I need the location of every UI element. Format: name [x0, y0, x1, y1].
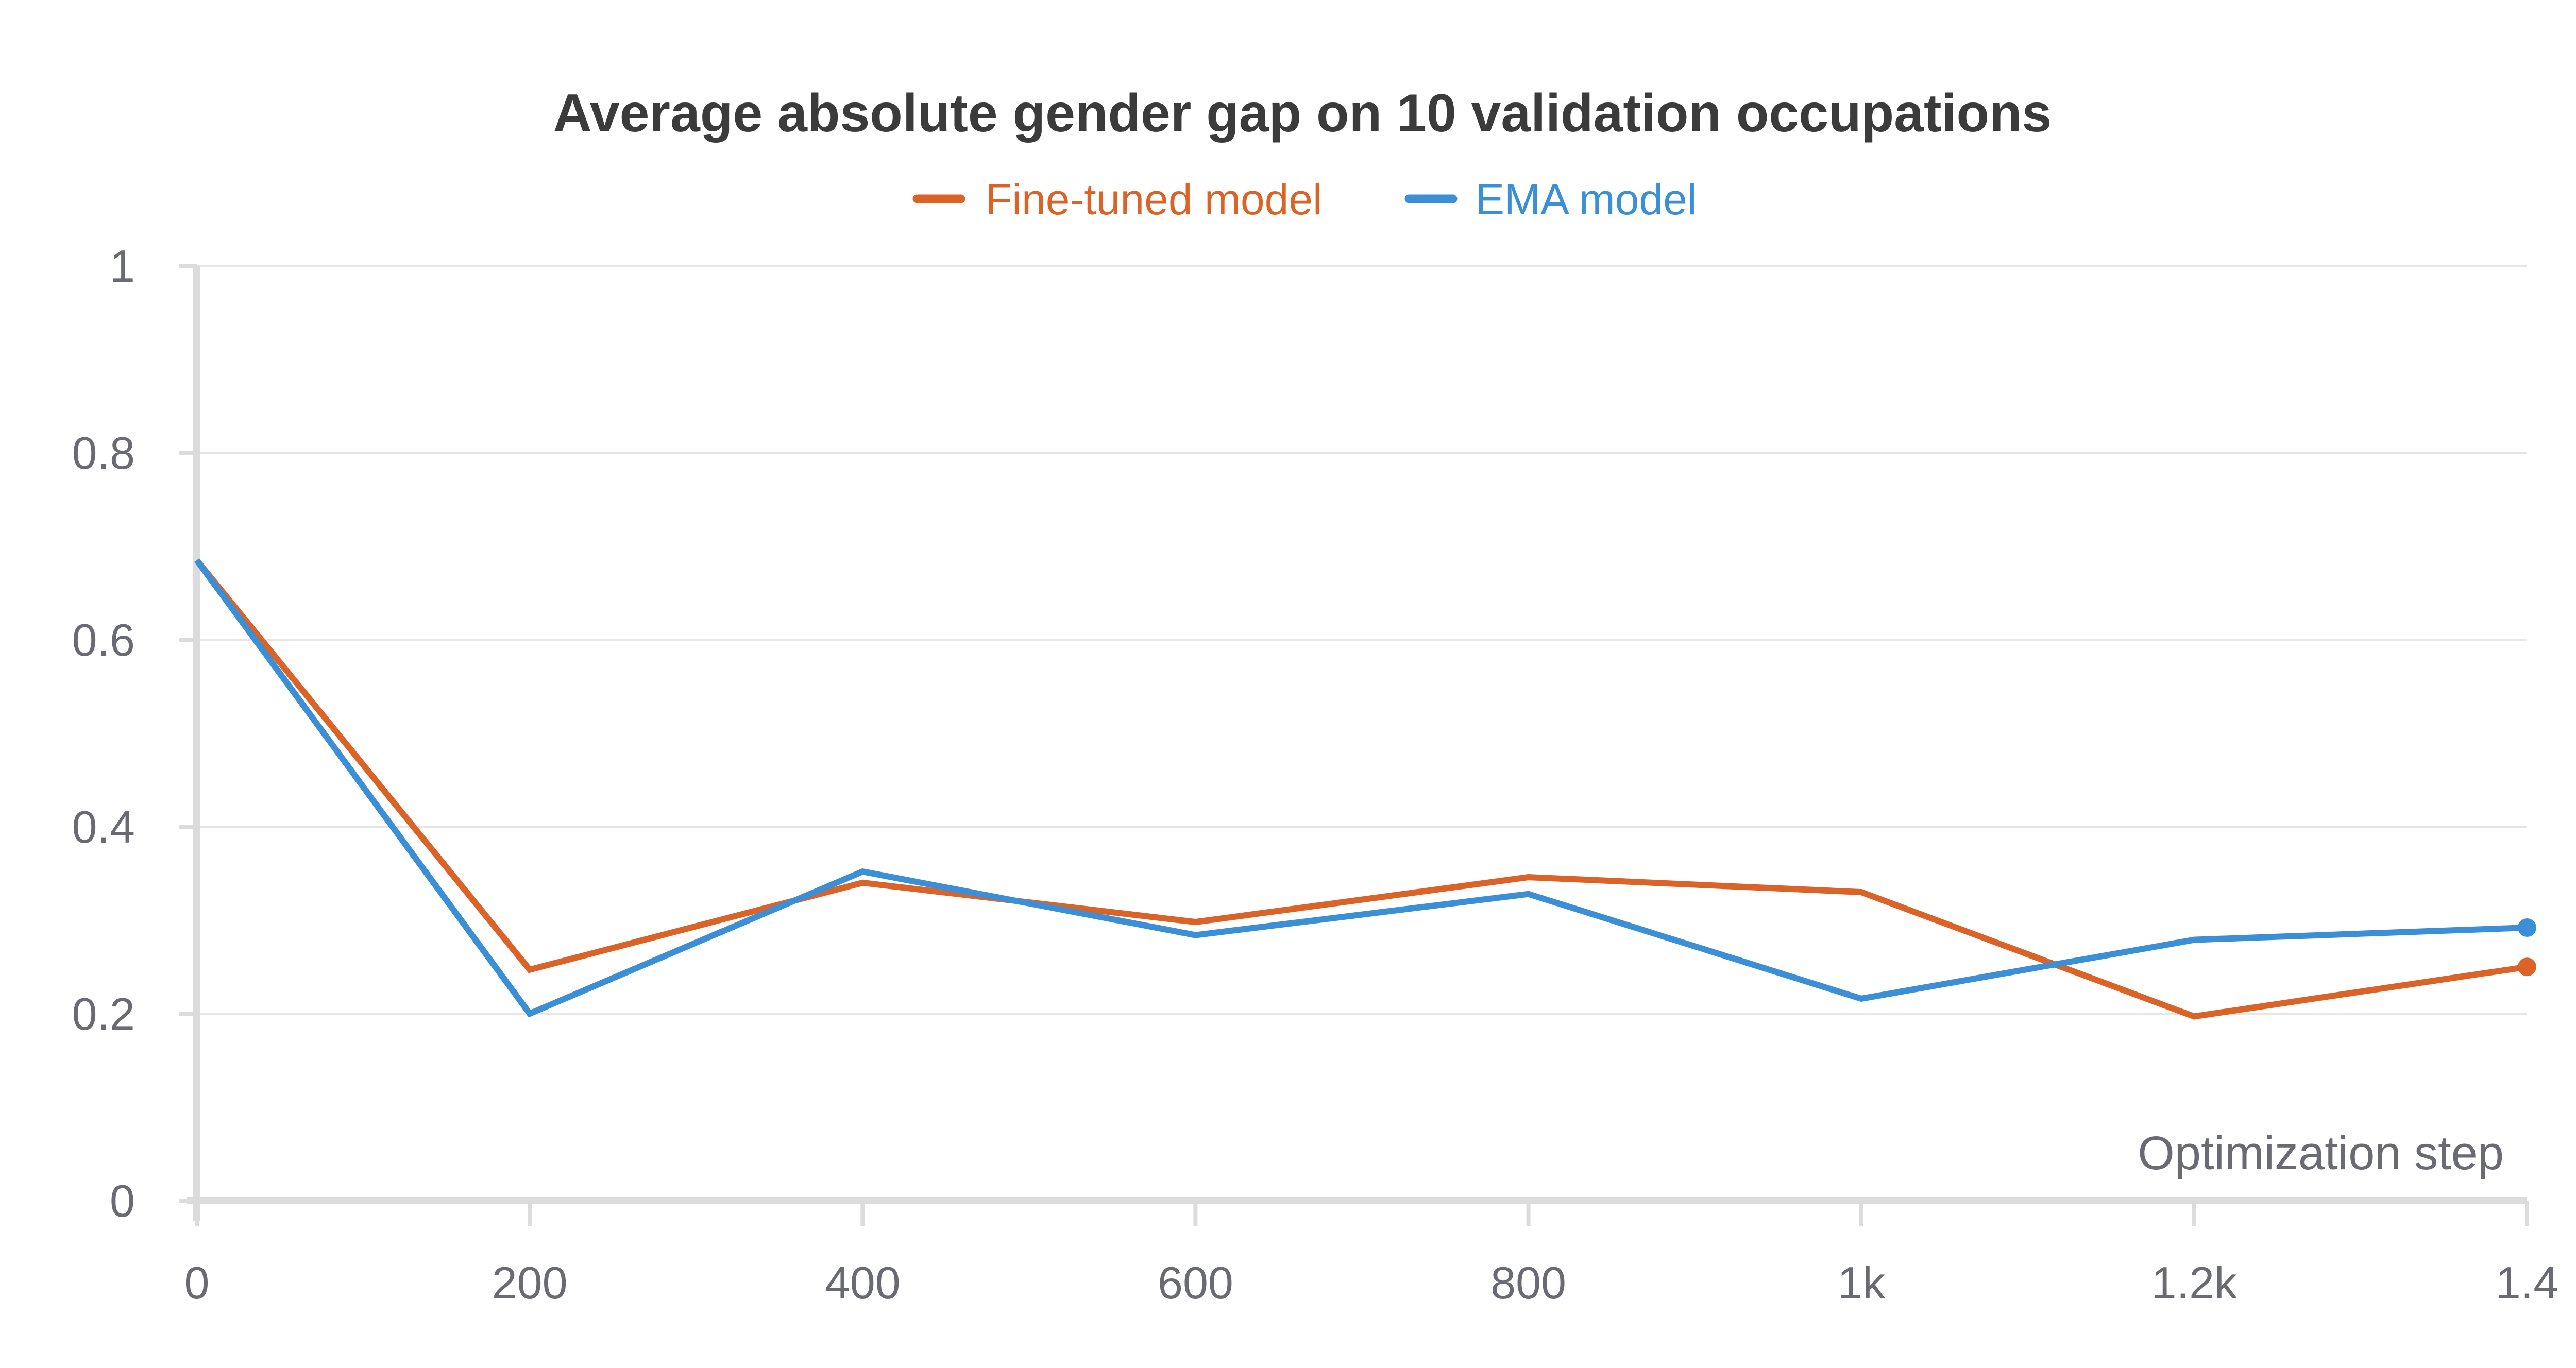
- y-tick-label: 0.8: [72, 427, 135, 478]
- series-endpoint-fine-tuned[interactable]: [2518, 957, 2536, 977]
- legend-item-ema[interactable]: EMA model: [1404, 175, 1697, 224]
- x-tick-label: 1.2k: [2151, 1257, 2238, 1308]
- series-endpoint-ema[interactable]: [2518, 918, 2536, 937]
- y-tick-label: 0.4: [72, 801, 135, 852]
- legend: Fine-tuned model EMA model: [912, 175, 1697, 224]
- gridlines: [197, 265, 2527, 1015]
- x-tick-label: 600: [1158, 1257, 1233, 1308]
- axes: [179, 264, 2529, 1226]
- y-tick-label: 0: [110, 1175, 135, 1226]
- tick-labels: 0 0.2 0.4 0.6 0.8 1 0 200 400 600 800 1k 1.2k 1.4: [72, 241, 2559, 1308]
- legend-label-ema: EMA model: [1476, 175, 1697, 224]
- x-tick-label: 800: [1490, 1257, 1566, 1308]
- series-line-fine-tuned[interactable]: [194, 558, 2528, 1020]
- x-tick-label: 1k: [1837, 1257, 1886, 1308]
- y-tick-label: 1: [110, 241, 135, 292]
- x-tick-label: 1.4: [2496, 1257, 2558, 1308]
- y-tick-label: 0.6: [72, 614, 135, 665]
- chart-title: Average absolute gender gap on 10 valida…: [553, 83, 2052, 143]
- x-axis-label: Optimization step: [2138, 1127, 2504, 1179]
- legend-label-fine-tuned: Fine-tuned model: [986, 175, 1323, 224]
- x-tick-label: 400: [825, 1257, 901, 1308]
- series-line-ema[interactable]: [194, 558, 2528, 1018]
- x-tick-label: 200: [492, 1257, 568, 1308]
- series-lines: [194, 558, 2536, 1020]
- y-tick-label: 0.2: [72, 988, 135, 1039]
- legend-item-fine-tuned[interactable]: Fine-tuned model: [912, 175, 1323, 224]
- x-tick-label: 0: [184, 1257, 210, 1308]
